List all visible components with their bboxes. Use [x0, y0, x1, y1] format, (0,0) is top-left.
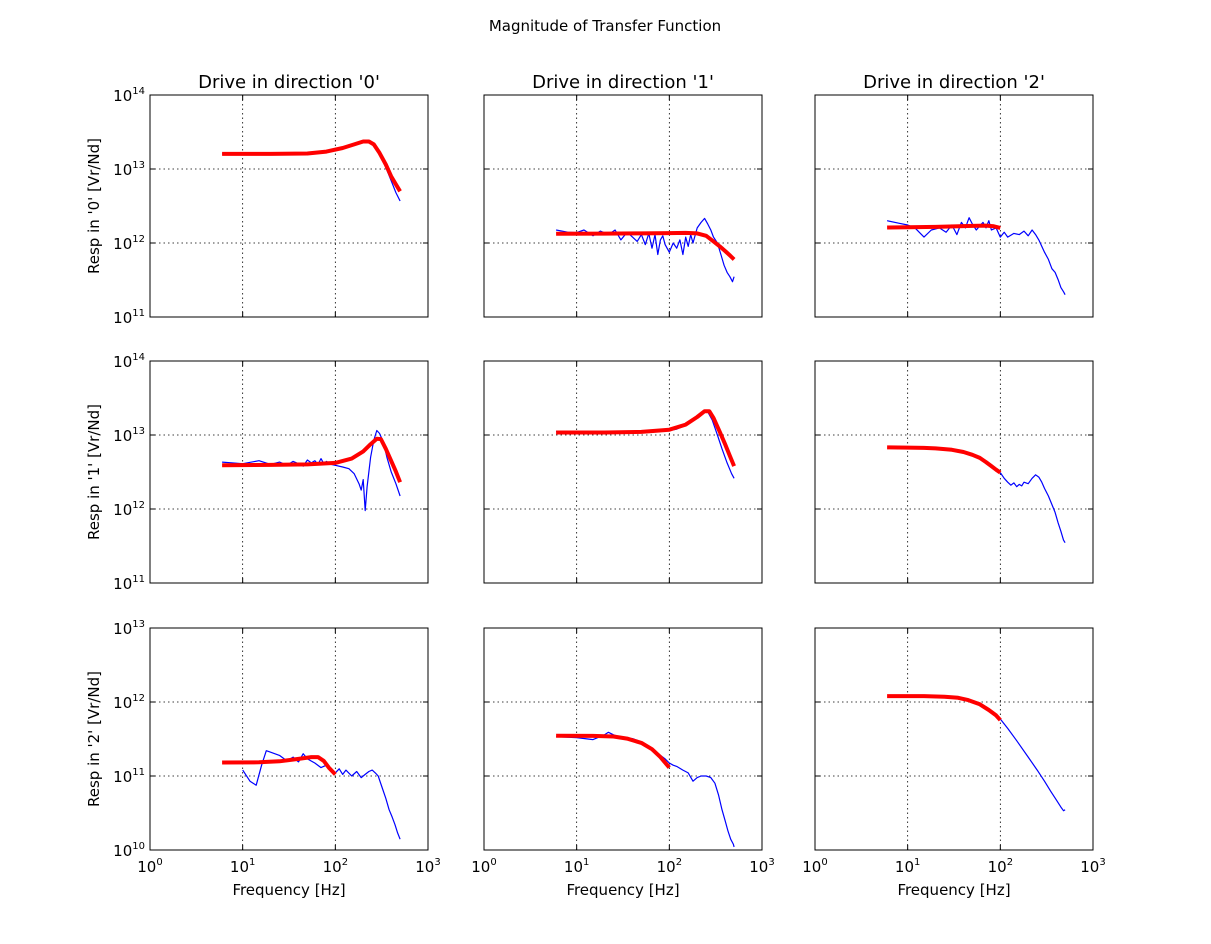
y-tick-label: 1011 [113, 767, 145, 786]
y-axis-label: Resp in '0' [Vr/Nd] [85, 138, 103, 274]
plot-area [484, 95, 762, 317]
y-tick-label: 1014 [113, 86, 145, 105]
fit-line [887, 694, 1002, 722]
y-tick-label: 1011 [113, 574, 145, 593]
measured-line [999, 718, 1066, 812]
measured-line [999, 472, 1066, 544]
measured-line [555, 217, 735, 283]
x-tick-label: 103 [749, 857, 774, 876]
y-tick-label: 1012 [113, 500, 145, 519]
fit-line [556, 230, 736, 261]
measured-line [886, 217, 1066, 295]
fit-line [887, 223, 1001, 230]
plot-area [815, 95, 1093, 317]
plot-frame [814, 94, 1094, 318]
column-title: Drive in direction '2' [863, 72, 1045, 93]
x-tick-label: 102 [988, 857, 1013, 876]
plot-area [484, 361, 762, 583]
plot-area [815, 361, 1093, 583]
plot-frame [149, 360, 429, 584]
x-tick-label: 100 [471, 857, 496, 876]
x-tick-label: 100 [802, 857, 827, 876]
panels-group: 1011 1012 1013 1014 Drive in direction '0' Re… [85, 72, 1106, 899]
fit-line [556, 409, 736, 467]
x-tick-label: 102 [657, 857, 682, 876]
x-tick-label: 101 [230, 857, 255, 876]
y-tick-label: 1012 [113, 234, 145, 253]
fit-line [556, 733, 671, 769]
y-tick-label: 1013 [113, 160, 145, 179]
fit-line [222, 139, 402, 193]
subplot-r0-c2: Drive in direction '2' [814, 72, 1094, 318]
y-axis-label: Resp in '2' [Vr/Nd] [85, 671, 103, 807]
plot-area [150, 628, 428, 850]
subplot-r1-c1 [483, 360, 763, 584]
column-title: Drive in direction '1' [532, 72, 714, 93]
subplot-r2-c1: 100 101 102 103 Frequency [Hz] [471, 627, 775, 899]
figure-title: Magnitude of Transfer Function [489, 17, 721, 35]
fit-line [222, 436, 402, 483]
x-tick-label: 103 [1080, 857, 1105, 876]
fit-line [222, 755, 337, 776]
plot-area [150, 361, 428, 583]
plot-area [815, 628, 1093, 850]
x-axis-label: Frequency [Hz] [897, 881, 1010, 899]
subplot-r0-c0: 1011 1012 1013 1014 Drive in direction '0' Re… [85, 72, 429, 327]
plot-frame [483, 360, 763, 584]
x-tick-label: 102 [323, 857, 348, 876]
fit-line [887, 445, 1002, 475]
measured-line [242, 750, 401, 840]
y-tick-label: 1011 [113, 308, 145, 327]
subplot-r2-c2: 100 101 102 103 Frequency [Hz] [802, 627, 1106, 899]
x-axis-label: Frequency [Hz] [566, 881, 679, 899]
x-tick-label: 100 [137, 857, 162, 876]
x-axis-label: Frequency [Hz] [232, 881, 345, 899]
subplot-r1-c2 [814, 360, 1094, 584]
plot-frame [149, 627, 429, 851]
x-tick-label: 101 [895, 857, 920, 876]
subplot-r1-c0: 1011 1012 1013 1014 Resp in '1' [Vr/Nd] [85, 352, 429, 593]
subplot-r0-c1: Drive in direction '1' [483, 72, 763, 318]
y-tick-label: 1013 [113, 619, 145, 638]
y-tick-label: 1010 [113, 841, 145, 860]
plot-frame [149, 94, 429, 318]
subplot-r2-c0: 100 101 102 103 1010 1011 1012 1013 Frequency [H… [85, 619, 441, 899]
plot-area [150, 95, 428, 317]
x-tick-label: 103 [415, 857, 440, 876]
plot-frame [814, 627, 1094, 851]
plot-frame [483, 627, 763, 851]
y-tick-label: 1013 [113, 426, 145, 445]
x-tick-label: 101 [564, 857, 589, 876]
y-axis-label: Resp in '1' [Vr/Nd] [85, 404, 103, 540]
y-tick-label: 1014 [113, 352, 145, 371]
plot-frame [483, 94, 763, 318]
column-title: Drive in direction '0' [198, 72, 380, 93]
y-tick-label: 1012 [113, 693, 145, 712]
plot-frame [814, 360, 1094, 584]
